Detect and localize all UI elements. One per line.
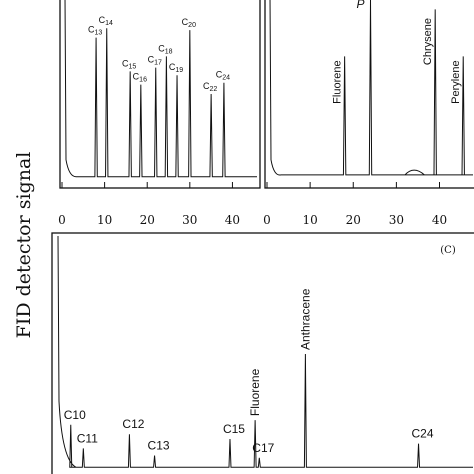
panel-c-peak-label: Fluorene	[248, 368, 262, 416]
panel-b-peak-label: Fluorene	[332, 60, 344, 103]
panel-b-peak-label: Chrysene	[422, 18, 434, 65]
panel-b-tick-label: 30	[389, 213, 404, 227]
panel-c-peak-label: C24	[412, 427, 434, 441]
panel-a-tick-label: 30	[182, 213, 197, 227]
panel-b-peak-label: Perylene	[450, 60, 462, 103]
panel-a-peak-label: C20	[182, 17, 196, 29]
panel-c-peak-label: C10	[64, 408, 86, 422]
panel-c-trace	[57, 235, 473, 468]
panel-a-peak-label: C15	[122, 58, 136, 70]
panel-a-tick-label: 0	[58, 213, 66, 227]
panel-c-peak-label: C17	[252, 441, 274, 455]
panel-c-frame	[51, 232, 474, 474]
panel-a-peak-label: C18	[158, 43, 172, 55]
panel-b-tick-label: 20	[346, 213, 361, 227]
panel-b-frame	[264, 0, 474, 189]
panel-b-peak-label: P	[356, 0, 364, 11]
panel-c-peak-label: Anthracene	[298, 288, 312, 350]
panel-c-label: (C)	[440, 245, 456, 256]
panel-a-peak-label: C22	[203, 81, 217, 93]
panel-a-peak-label: C17	[148, 55, 162, 67]
panel-b-tick-label: 40	[432, 213, 447, 227]
panel-a-trace	[64, 0, 257, 178]
panel-b-trace	[269, 0, 473, 176]
panel-a-peak-label: C16	[133, 72, 147, 84]
panel-a-tick-label: 40	[225, 213, 240, 227]
panel-b-tick-label: 0	[263, 213, 271, 227]
panel-c-peak-label: C11	[77, 431, 98, 445]
panel-b: 0 10 20 30 40 Fluorene P Chrysene Perylene	[263, 0, 474, 227]
panel-c-peak-label: C13	[148, 438, 170, 452]
panel-a-tick-label: 20	[140, 213, 155, 227]
panel-c-peak-label: C15	[223, 422, 245, 436]
y-axis-label: FID detector signal	[13, 152, 35, 339]
panel-a-frame	[59, 0, 261, 189]
panel-a-peak-label: C24	[216, 70, 230, 82]
panel-a-peak-label: C19	[169, 62, 183, 74]
panel-b-tick-label: 10	[302, 213, 317, 227]
panel-a-peak-label: C14	[99, 15, 113, 27]
panel-a-tick-label: 10	[97, 213, 112, 227]
panel-c-peak-label: C12	[122, 417, 144, 431]
panel-a-peak-label: C13	[88, 25, 102, 37]
